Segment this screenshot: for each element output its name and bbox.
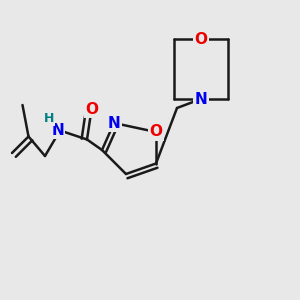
Text: O: O (194, 32, 208, 46)
Text: O: O (85, 102, 98, 117)
Text: N: N (51, 123, 64, 138)
Text: N: N (195, 92, 207, 106)
Text: N: N (108, 116, 120, 130)
Text: O: O (149, 124, 163, 140)
Text: H: H (44, 112, 54, 125)
